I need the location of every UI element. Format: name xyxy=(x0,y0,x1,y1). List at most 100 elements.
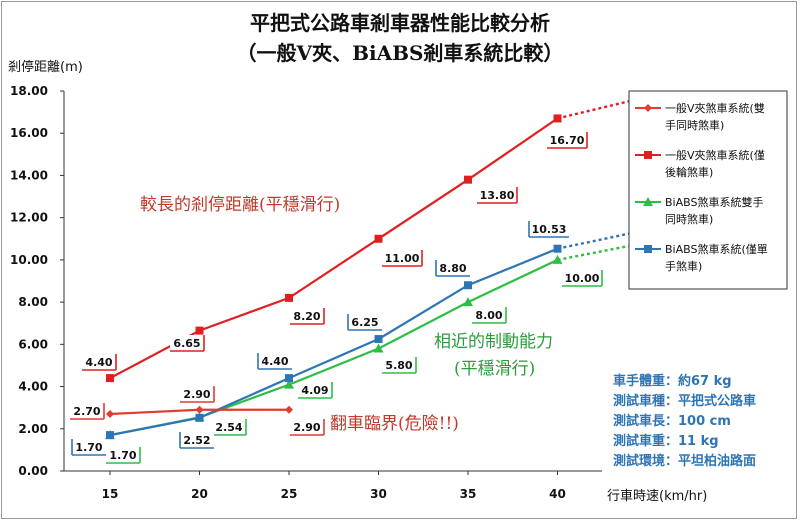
data-label-text: 10.00 xyxy=(565,272,600,285)
data-label-3-3: 6.25 xyxy=(347,314,382,331)
y-tick-label: 0.00 xyxy=(18,464,48,478)
data-label-bg xyxy=(290,308,324,324)
x-tick-label: 40 xyxy=(549,487,566,501)
data-label-bg xyxy=(529,221,569,237)
data-label-bg xyxy=(72,439,106,455)
data-label-bg xyxy=(180,432,214,448)
legend-box xyxy=(628,90,788,290)
data-label-3-1: 2.52 xyxy=(179,432,214,449)
chart-title-line2: （一般V夾、BiABS剎車系統比較） xyxy=(237,41,564,65)
data-label-bg xyxy=(298,382,332,398)
data-label-1-0: 4.40 xyxy=(82,354,117,371)
x-axis-label: 行車時速(km/hr) xyxy=(607,489,707,504)
data-label-text: 6.65 xyxy=(173,337,200,350)
legend-label: 後輪煞車) xyxy=(665,165,713,179)
data-label-3-5: 10.53 xyxy=(528,221,569,238)
series-point-0 xyxy=(195,405,204,414)
data-label-bg xyxy=(170,335,204,351)
data-label-bg xyxy=(290,419,324,435)
data-label-2-2: 4.09 xyxy=(298,382,333,399)
series-point-1 xyxy=(195,326,204,335)
legend-marker xyxy=(644,245,652,253)
data-label-text: 8.20 xyxy=(293,310,320,323)
data-label-bg xyxy=(70,403,104,419)
x-tick-label: 25 xyxy=(281,487,298,501)
data-label-bg xyxy=(562,270,602,286)
data-label-bg xyxy=(106,447,140,463)
data-label-bg xyxy=(382,250,422,266)
annotation-similar-braking-1: 相近的制動能力 xyxy=(434,332,553,352)
series-point-3 xyxy=(195,413,204,422)
data-label-text: 4.09 xyxy=(301,384,328,397)
legend-label: 同時煞車) xyxy=(665,212,713,226)
data-label-text: 2.90 xyxy=(183,388,210,401)
data-label-0-1: 2.90 xyxy=(180,386,215,403)
y-tick-label: 8.00 xyxy=(18,295,48,309)
legend-label: BiABS煞車系統雙手 xyxy=(665,195,763,209)
info-line: 車手體重：約67 kg xyxy=(613,373,732,389)
legend-marker xyxy=(643,197,653,206)
series-point-3 xyxy=(374,335,383,344)
data-label-1-1: 6.65 xyxy=(170,335,205,352)
y-tick-label: 18.00 xyxy=(10,84,48,98)
data-label-bg xyxy=(436,260,470,276)
y-axis-label: 剎停距離(m) xyxy=(8,59,83,75)
data-label-3-0: 1.70 xyxy=(71,439,106,456)
legend-label: 一般V夾煞車系統(僅 xyxy=(665,148,765,162)
y-tick-label: 10.00 xyxy=(10,253,48,267)
data-label-layer: 2.70 2.90 2.90 4.40 6.65 8.20 11.00 13.80 16.70 1… xyxy=(70,132,603,464)
data-label-bg xyxy=(212,419,246,435)
annotation-rollover: 翻車臨界(危險!!) xyxy=(330,414,459,434)
y-tick-label: 2.00 xyxy=(18,422,48,436)
data-label-text: 4.40 xyxy=(85,356,112,369)
series-point-2 xyxy=(552,254,563,264)
data-label-bg xyxy=(547,132,587,148)
data-label-text: 2.52 xyxy=(183,434,210,447)
data-label-text: 1.70 xyxy=(109,449,136,462)
data-label-text: 8.80 xyxy=(439,262,466,275)
annotation-similar-braking-2: (平穩滑行) xyxy=(454,359,535,379)
data-label-3-4: 8.80 xyxy=(435,260,470,277)
series-point-3 xyxy=(106,431,114,440)
data-label-1-3: 11.00 xyxy=(382,250,423,267)
data-label-text: 11.00 xyxy=(385,252,420,265)
legend-label: BiABS煞車系統(僅單 xyxy=(665,242,768,256)
data-label-text: 6.25 xyxy=(351,316,378,329)
series-point-3 xyxy=(464,281,472,290)
info-line: 測試車種：平把式公路車 xyxy=(613,393,756,409)
x-tick-label: 30 xyxy=(370,487,387,501)
info-line: 測試車重：11 kg xyxy=(613,433,719,449)
data-label-bg xyxy=(477,187,517,203)
data-label-text: 2.54 xyxy=(215,421,242,434)
y-tick-label: 4.00 xyxy=(18,380,48,394)
series-line-3 xyxy=(109,247,558,437)
data-label-text: 13.80 xyxy=(480,189,515,202)
data-label-2-3: 5.80 xyxy=(382,357,417,374)
y-tick-label: 14.00 xyxy=(10,168,48,182)
series-point-1 xyxy=(464,175,472,184)
data-label-text: 5.80 xyxy=(385,359,412,372)
info-line: 測試環境：平坦柏油路面 xyxy=(613,453,756,469)
data-label-text: 2.70 xyxy=(73,405,100,418)
series-point-3 xyxy=(553,244,562,253)
data-label-2-1: 2.54 xyxy=(212,419,247,436)
data-label-text: 4.40 xyxy=(261,355,288,368)
data-label-text: 1.70 xyxy=(75,441,102,454)
data-label-bg xyxy=(382,357,416,373)
data-label-3-2: 4.40 xyxy=(257,353,292,370)
series-point-0 xyxy=(106,410,114,418)
data-label-1-4: 13.80 xyxy=(477,187,518,204)
y-tick-group: 0.00 2.00 4.00 6.00 8.00 10.00 12.00 14.00 16.00… xyxy=(10,84,64,478)
series-point-3 xyxy=(285,374,293,383)
annotation-long-distance: 較長的剎停距離(平穩滑行) xyxy=(140,195,340,215)
series-point-0 xyxy=(285,405,293,414)
data-label-text: 2.90 xyxy=(293,421,320,434)
